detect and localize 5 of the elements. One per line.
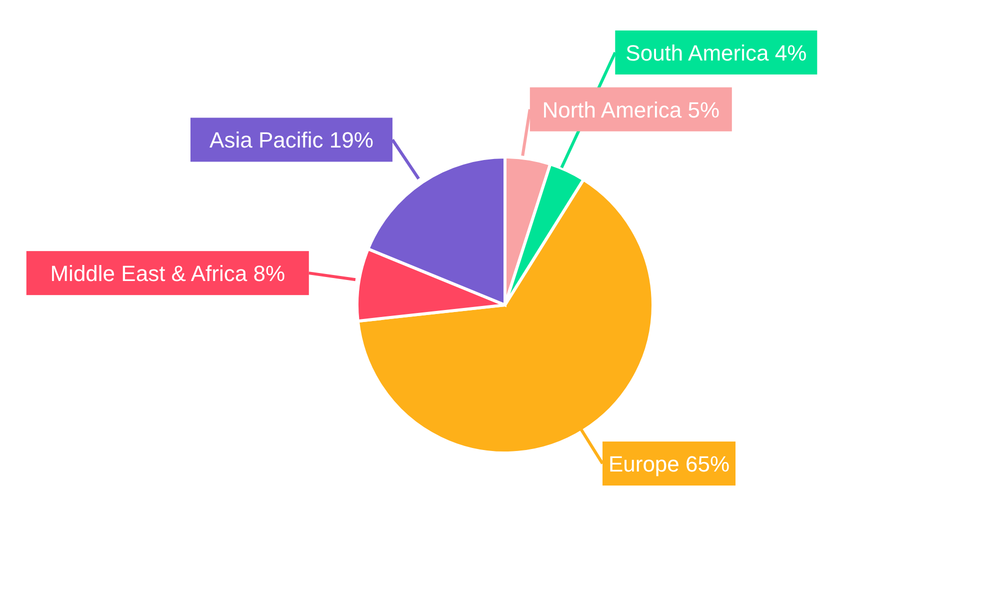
slice-label: South America 4% <box>626 40 807 66</box>
slice-label: North America 5% <box>542 97 720 122</box>
slice-label: Middle East & Africa 8% <box>50 261 286 286</box>
slice-label: Asia Pacific 19% <box>210 128 374 153</box>
slice-label: Europe 65% <box>608 452 730 477</box>
